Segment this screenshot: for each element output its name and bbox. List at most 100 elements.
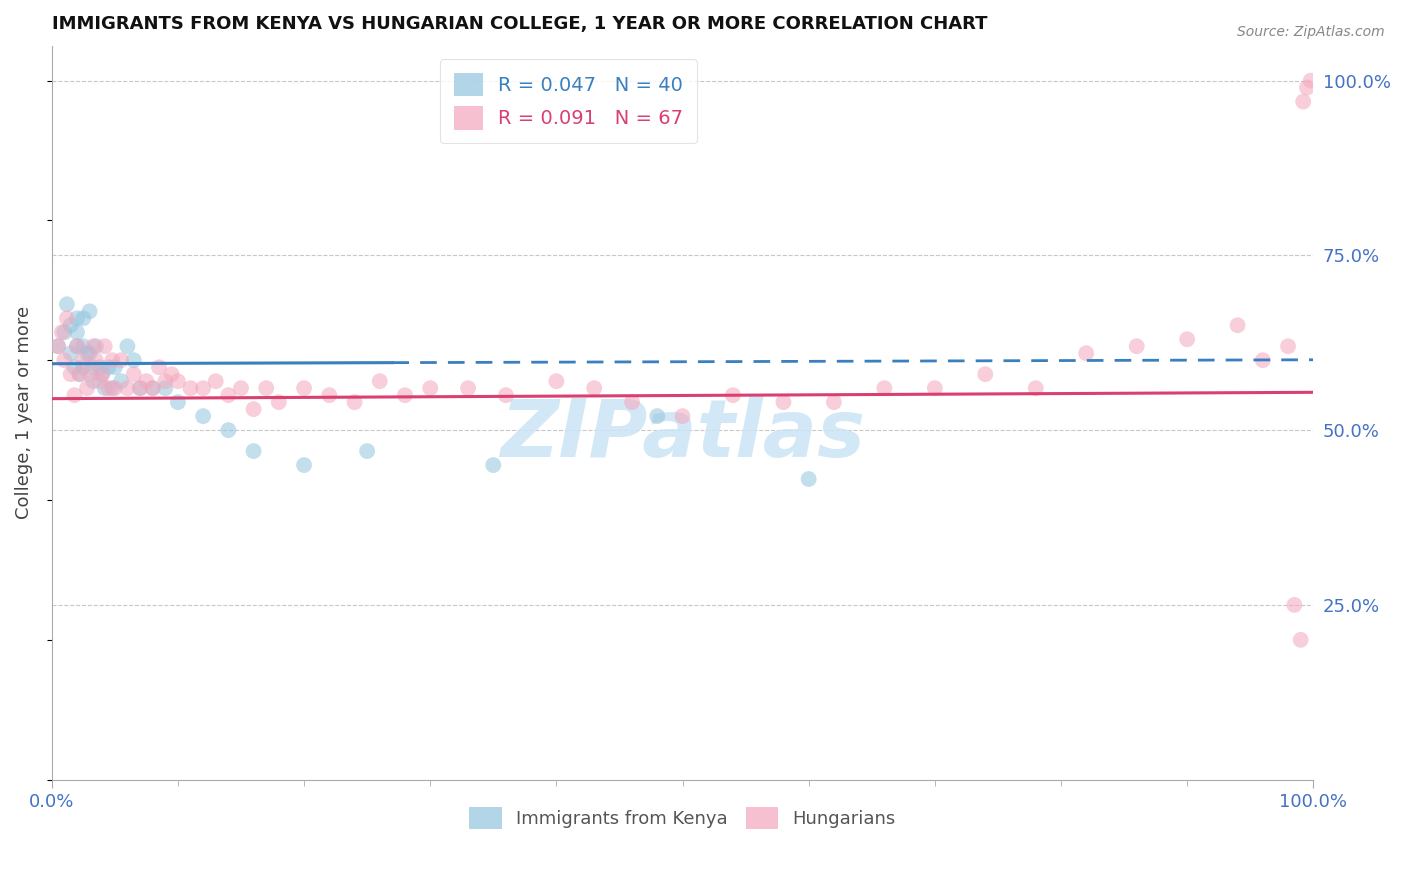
Point [356,444,378,458]
Point [89,374,111,388]
Point [129,381,152,395]
Point [122,353,145,368]
Point [129,381,152,395]
Point [69,368,91,382]
Point [59,318,82,333]
Point [53,325,76,339]
Point [84,339,107,353]
Point [117,381,139,395]
Point [292,458,315,472]
Point [191,409,214,424]
Point [721,388,744,402]
Point [155,381,177,395]
Point [51,325,73,339]
Point [76,381,98,395]
Point [72,339,94,353]
Point [63,388,86,402]
Point [53,353,76,368]
Point [93,381,115,395]
Point [97,360,120,375]
Point [204,374,226,388]
Point [135,374,157,388]
Point [117,339,139,353]
Point [191,381,214,395]
Point [229,381,252,395]
Point [93,339,115,353]
Point [242,444,264,458]
Point [1289,632,1312,647]
Point [72,311,94,326]
Point [974,368,997,382]
Point [160,368,183,382]
Point [89,360,111,375]
Point [63,360,86,375]
Point [122,368,145,382]
Point [924,381,946,395]
Point [91,368,114,382]
Point [79,368,101,382]
Point [873,381,896,395]
Point [66,325,89,339]
Point [772,395,794,409]
Text: Source: ZipAtlas.com: Source: ZipAtlas.com [1237,25,1385,39]
Point [292,381,315,395]
Point [79,304,101,318]
Point [343,395,366,409]
Point [797,472,820,486]
Point [79,346,101,360]
Point [645,409,668,424]
Point [84,353,107,368]
Point [1175,332,1198,346]
Point [142,381,165,395]
Legend: Immigrants from Kenya, Hungarians: Immigrants from Kenya, Hungarians [463,800,903,837]
Point [267,395,290,409]
Point [82,374,104,388]
Point [104,381,127,395]
Point [91,368,114,382]
Point [82,339,104,353]
Point [495,388,517,402]
Point [76,346,98,360]
Point [394,388,416,402]
Point [368,374,391,388]
Point [142,381,165,395]
Point [1277,339,1299,353]
Point [1299,73,1322,87]
Point [1025,381,1047,395]
Point [482,458,505,472]
Point [583,381,606,395]
Point [180,381,202,395]
Y-axis label: College, 1 year or more: College, 1 year or more [15,306,32,519]
Point [1296,80,1319,95]
Point [671,409,693,424]
Point [1251,353,1274,368]
Point [72,360,94,375]
Point [1226,318,1249,333]
Point [110,353,132,368]
Point [82,360,104,375]
Point [1292,95,1315,109]
Point [110,374,132,388]
Point [1076,346,1098,360]
Point [104,360,127,375]
Point [101,381,124,395]
Point [72,353,94,368]
Point [59,368,82,382]
Point [59,346,82,360]
Point [66,311,89,326]
Point [66,339,89,353]
Point [621,395,644,409]
Point [46,339,69,353]
Point [823,395,845,409]
Point [148,360,170,375]
Text: IMMIGRANTS FROM KENYA VS HUNGARIAN COLLEGE, 1 YEAR OR MORE CORRELATION CHART: IMMIGRANTS FROM KENYA VS HUNGARIAN COLLE… [52,15,987,33]
Point [254,381,277,395]
Point [69,368,91,382]
Point [46,339,69,353]
Point [419,381,441,395]
Point [66,339,89,353]
Point [457,381,479,395]
Text: ZIPatlas: ZIPatlas [501,396,865,474]
Point [56,297,79,311]
Point [1284,598,1306,612]
